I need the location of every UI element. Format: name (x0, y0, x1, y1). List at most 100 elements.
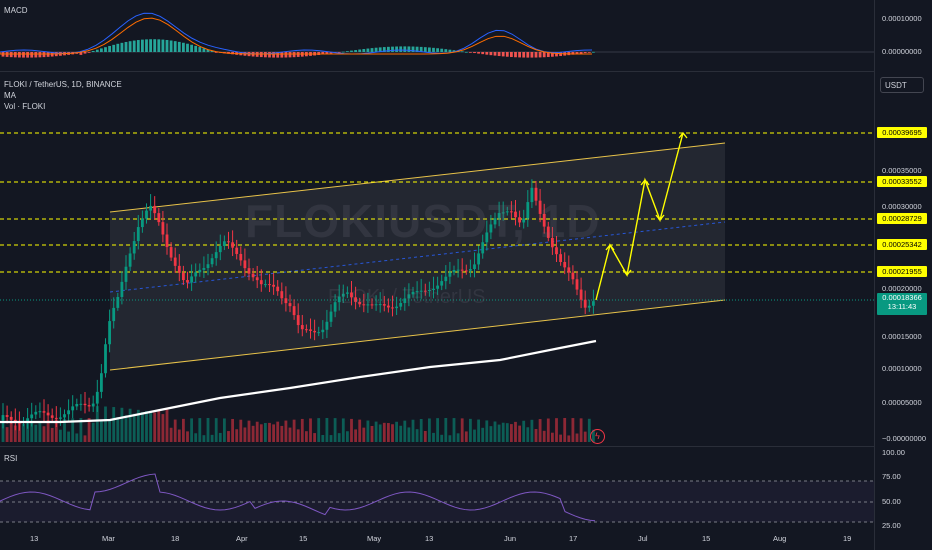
candle-body (91, 403, 95, 407)
macd-histogram-bar (190, 44, 193, 52)
macd-histogram-bar (358, 49, 362, 52)
volume-bar (214, 418, 218, 442)
volume-bar (391, 424, 394, 442)
volume-bar (358, 419, 362, 442)
volume-bar (100, 420, 103, 442)
lightning-icon[interactable]: ϟ (590, 429, 605, 444)
rsi-axis-label: 50.00 (882, 497, 901, 506)
macd-histogram-bar (538, 52, 542, 58)
volume-bar (407, 427, 411, 442)
candle-body (489, 224, 493, 233)
rsi-pane-separator[interactable] (0, 446, 874, 447)
candle-body (214, 252, 218, 259)
candle-body (235, 247, 239, 254)
volume-bar (280, 425, 284, 442)
candle-body (473, 264, 476, 270)
macd-histogram-bar (440, 48, 444, 52)
candle-body (259, 280, 263, 285)
volume-bar (91, 422, 95, 442)
volume-bar (501, 422, 505, 442)
volume-bar (141, 412, 144, 442)
macd-histogram-bar (22, 52, 25, 58)
macd-histogram-bar (206, 49, 210, 52)
macd-histogram-bar (136, 40, 140, 52)
candle-body (555, 247, 558, 255)
candle-body (268, 284, 271, 286)
candle-body (120, 281, 124, 298)
ma-legend[interactable]: MA (4, 91, 16, 100)
candle-body (493, 218, 497, 225)
volume-bar (542, 430, 546, 442)
macd-histogram-bar (169, 40, 173, 52)
candle-body (546, 226, 550, 238)
volume-bar (30, 422, 34, 442)
volume-bar (395, 421, 398, 442)
volume-bar (116, 417, 120, 442)
volume-bar (46, 420, 50, 442)
candle-body (46, 412, 50, 416)
candle-body (440, 281, 444, 286)
volume-bar (485, 420, 489, 442)
currency-button[interactable]: USDT (880, 77, 924, 93)
volume-bar (108, 418, 111, 442)
volume-bar (128, 408, 132, 442)
macd-pane-separator[interactable] (0, 71, 874, 72)
time-axis-label: 19 (843, 534, 852, 543)
candle-body (231, 242, 234, 248)
symbol-legend[interactable]: FLOKI / TetherUS, 1D, BINANCE (4, 80, 122, 89)
candle-body (350, 292, 353, 298)
current-price-value: 0.00018366 (882, 293, 922, 302)
volume-bar (292, 419, 296, 442)
macd-histogram-bar (448, 49, 452, 52)
macd-histogram-bar (276, 52, 280, 58)
volume-bar (526, 427, 530, 442)
macd-histogram-bar (337, 52, 341, 53)
macd-histogram-bar (264, 52, 267, 58)
candle-body (592, 301, 595, 306)
volume-bar (489, 426, 493, 442)
volume-bar (370, 425, 374, 442)
macd-histogram-bar (546, 52, 550, 58)
volume-bar (518, 425, 521, 442)
volume-bar (329, 435, 333, 442)
volume-bar (559, 434, 562, 442)
arrow-head-icon (640, 178, 650, 186)
volume-bar (354, 429, 357, 442)
rsi-legend[interactable]: RSI (4, 454, 18, 463)
volume-bar (235, 429, 239, 442)
macd-histogram-bar (526, 52, 530, 58)
macd-histogram-bar (83, 52, 87, 54)
macd-histogram-bar (288, 52, 292, 58)
volume-bar (456, 433, 460, 442)
volume-bar (132, 413, 136, 442)
candle-body (239, 253, 243, 261)
volume-legend[interactable]: Vol · FLOKI (4, 102, 46, 111)
macd-legend[interactable]: MACD (4, 6, 28, 15)
volume-bar (5, 427, 9, 442)
candle-body (210, 258, 214, 265)
candle-body (382, 304, 386, 306)
macd-histogram-bar (518, 52, 521, 58)
arrow-head-icon (678, 131, 688, 139)
macd-histogram-bar (100, 48, 103, 52)
price-axis-label: 0.00010000 (882, 364, 922, 373)
volume-bar (87, 418, 91, 442)
candle-body (5, 415, 9, 417)
macd-histogram-bar (428, 47, 431, 52)
volume-bar (124, 415, 128, 442)
volume-bar (198, 418, 202, 442)
volume-bar (34, 424, 38, 442)
candle-body (255, 277, 259, 281)
macd-histogram-bar (477, 52, 480, 54)
volume-bar (473, 429, 476, 442)
price-chart[interactable] (0, 0, 874, 550)
arrow-head-icon (622, 269, 632, 277)
candle-body (538, 200, 542, 214)
volume-bar (309, 418, 312, 442)
volume-bar (411, 419, 415, 442)
volume-bar (432, 432, 435, 442)
level-tag: 0.00025342 (877, 239, 927, 250)
candle-body (411, 291, 415, 295)
volume-bar (571, 418, 575, 442)
macd-histogram-bar (530, 52, 534, 58)
